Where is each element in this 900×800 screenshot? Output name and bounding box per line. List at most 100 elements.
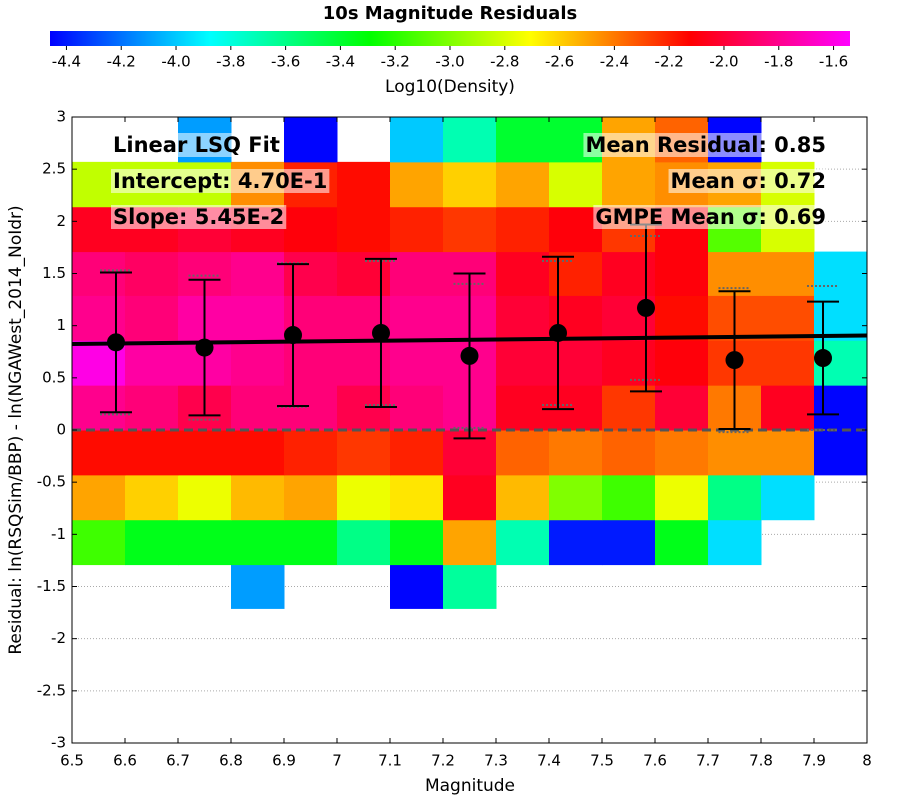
colorbar-tick-label: -3.2 bbox=[381, 53, 410, 71]
heatmap-cell bbox=[337, 161, 391, 208]
heatmap-cell bbox=[549, 474, 603, 521]
point bbox=[195, 338, 214, 357]
x-tick-label: 7.9 bbox=[802, 752, 826, 770]
heatmap-cell bbox=[178, 474, 232, 521]
heatmap-cell bbox=[496, 430, 550, 476]
heatmap-cell bbox=[231, 474, 285, 521]
heatmap-cell bbox=[496, 161, 550, 208]
heatmap-cell bbox=[72, 385, 126, 431]
heatmap-cell bbox=[443, 117, 497, 163]
heatmap-cell bbox=[231, 251, 285, 296]
x-tick-label: 6.7 bbox=[166, 752, 190, 770]
colorbar-tick-label: -3.4 bbox=[326, 53, 355, 71]
y-tick-label: 3 bbox=[56, 108, 66, 126]
colorbar bbox=[50, 31, 850, 46]
heatmap-cell bbox=[655, 295, 709, 341]
heatmap-cell bbox=[284, 430, 338, 476]
y-tick-label: -0.5 bbox=[37, 473, 66, 491]
annotation: Mean Residual: 0.85 bbox=[585, 133, 826, 157]
point bbox=[371, 323, 390, 342]
colorbar-tick-label: -4.2 bbox=[107, 53, 136, 71]
annotation-box bbox=[668, 169, 828, 193]
heatmap-cell bbox=[655, 385, 709, 431]
heatmap-cell bbox=[496, 251, 550, 296]
heatmap-cell bbox=[443, 206, 497, 253]
heatmap-cell bbox=[72, 430, 126, 476]
y-tick-label: -1 bbox=[51, 525, 66, 543]
heatmap-cell bbox=[125, 474, 179, 521]
heatmap-cell bbox=[284, 206, 338, 253]
heatmap-cell bbox=[602, 251, 656, 296]
heatmap-cell bbox=[655, 519, 709, 566]
y-tick-label: 0 bbox=[56, 421, 66, 439]
colorbar-tick-label: -3.6 bbox=[271, 53, 300, 71]
colorbar-tick-label: -2.2 bbox=[655, 53, 684, 71]
heatmap-cell bbox=[708, 430, 762, 476]
point bbox=[106, 333, 125, 352]
point bbox=[460, 346, 479, 365]
heatmap-cell bbox=[708, 474, 762, 521]
heatmap-cell bbox=[125, 251, 179, 296]
heatmap-cell bbox=[125, 340, 179, 386]
heatmap-cell bbox=[443, 519, 497, 566]
heatmap-cell bbox=[337, 340, 391, 386]
heatmap-cell bbox=[72, 474, 126, 521]
heatmap-cell bbox=[390, 340, 444, 386]
x-tick-label: 7.2 bbox=[431, 752, 455, 770]
heatmap-cell bbox=[231, 519, 285, 566]
heatmap-cell bbox=[337, 474, 391, 521]
heatmap-cell bbox=[655, 474, 709, 521]
colorbar-tick-label: -2.6 bbox=[545, 53, 574, 71]
heatmap-cell bbox=[761, 430, 815, 476]
heatmap-cell bbox=[443, 564, 497, 609]
heatmap-cell bbox=[390, 206, 444, 253]
heatmap-cell bbox=[655, 430, 709, 476]
colorbar-tick-label: -3.0 bbox=[435, 53, 464, 71]
heatmap-cell bbox=[231, 430, 285, 476]
colorbar-tick-label: -1.8 bbox=[764, 53, 793, 71]
annotation: Mean σ: 0.72 bbox=[671, 169, 826, 193]
colorbar-tick-label: -2.8 bbox=[490, 53, 519, 71]
y-tick-label: -2.5 bbox=[37, 681, 66, 699]
y-tick-label: 1 bbox=[56, 316, 66, 334]
heatmap-cell bbox=[761, 385, 815, 431]
heatmap-cell bbox=[602, 385, 656, 431]
annotation: Intercept: 4.70E-1 bbox=[113, 169, 327, 193]
heatmap-cell bbox=[337, 519, 391, 566]
annotation: Slope: 5.45E-2 bbox=[113, 205, 284, 229]
heatmap-cell bbox=[496, 206, 550, 253]
heatmap-cell bbox=[390, 161, 444, 208]
point bbox=[284, 326, 303, 345]
y-tick-label: -1.5 bbox=[37, 577, 66, 595]
y-tick-label: 2.5 bbox=[42, 160, 66, 178]
y-tick-label: 0.5 bbox=[42, 368, 66, 386]
heatmap-cell bbox=[496, 474, 550, 521]
x-tick-label: 7.8 bbox=[749, 752, 773, 770]
heatmap-cell bbox=[390, 474, 444, 521]
heatmap-cell bbox=[443, 474, 497, 521]
heatmap-cell bbox=[655, 340, 709, 386]
annotation-box bbox=[583, 133, 828, 157]
heatmap-cell bbox=[125, 519, 179, 566]
point bbox=[814, 349, 833, 368]
colorbar-tick-label: -4.0 bbox=[161, 53, 190, 71]
heatmap-cell bbox=[814, 430, 868, 476]
annotation-box bbox=[111, 169, 330, 193]
heatmap-cell bbox=[708, 519, 762, 566]
heatmap-cell bbox=[72, 251, 126, 296]
point bbox=[725, 351, 744, 370]
heatmap-cell bbox=[337, 206, 391, 253]
heatmap-cell bbox=[549, 519, 603, 566]
heatmap-cell bbox=[549, 430, 603, 476]
heatmap-cell bbox=[72, 519, 126, 566]
heatmap-cell bbox=[602, 474, 656, 521]
heatmap-cell bbox=[390, 519, 444, 566]
heatmap-cell bbox=[655, 251, 709, 296]
x-tick-label: 7.3 bbox=[484, 752, 508, 770]
y-axis-label: Residual: ln(RSQSim/BBP) - ln(NGAWest_20… bbox=[6, 205, 26, 654]
colorbar-label: Log10(Density) bbox=[385, 77, 515, 97]
heatmap-cell bbox=[602, 161, 656, 208]
heatmap-cell bbox=[337, 430, 391, 476]
annotation-box bbox=[593, 205, 828, 229]
